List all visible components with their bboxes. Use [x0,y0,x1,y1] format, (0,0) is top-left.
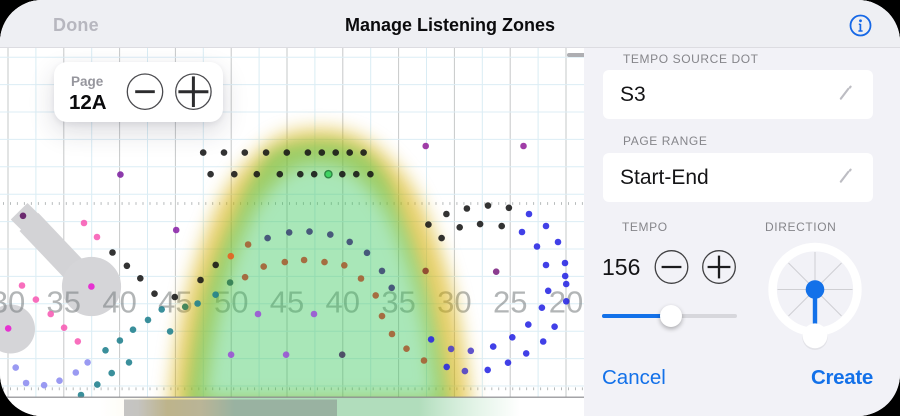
svg-text:25: 25 [493,285,527,320]
svg-text:30: 30 [0,285,25,320]
svg-text:40: 40 [102,285,136,320]
